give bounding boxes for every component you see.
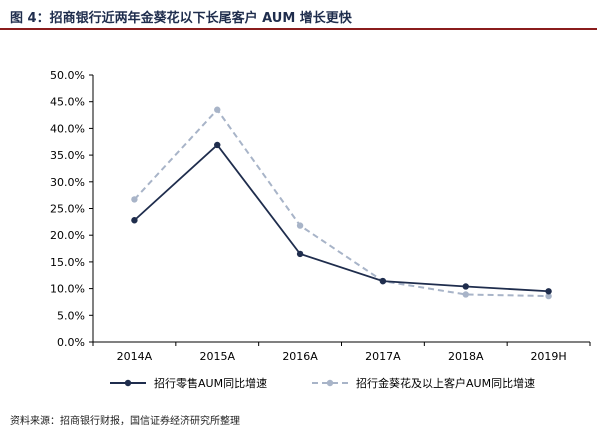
- x-tick-label: 2018A: [448, 350, 484, 363]
- series-layer: [131, 106, 552, 300]
- legend-marker-0: [124, 379, 132, 387]
- title-divider: [0, 28, 597, 30]
- legend: 招行零售AUM同比增速 招行金葵花及以上客户AUM同比增速: [110, 376, 535, 390]
- series-line-0: [133, 143, 549, 293]
- x-tick-label: 2017A: [365, 350, 401, 363]
- y-tick-label: 10.0%: [50, 283, 85, 296]
- line-chart: 0.0% 5.0% 10.0% 15.0% 20.0% 25.0% 30.0% 35.0% 40…: [50, 69, 591, 390]
- legend-label-0: 招行零售AUM同比增速: [154, 376, 267, 390]
- x-axis: 2014A 2015A 2016A 2017A 2018A 2019H: [92, 341, 591, 363]
- series-0-point-2: [296, 250, 304, 258]
- series-0-point-4: [462, 283, 469, 290]
- y-tick-label: 20.0%: [50, 229, 85, 242]
- series-1-point-2: [296, 222, 304, 229]
- y-tick-label: 40.0%: [50, 122, 85, 135]
- series-0-point-5: [545, 288, 552, 295]
- x-tick-label: 2016A: [282, 350, 318, 363]
- x-tick-label: 2015A: [199, 350, 235, 363]
- y-tick-label: 15.0%: [50, 256, 85, 269]
- y-tick-label: 5.0%: [57, 309, 85, 322]
- series-1-point-1: [214, 106, 221, 113]
- series-1-point-0: [131, 196, 138, 203]
- y-tick-label: 30.0%: [50, 176, 85, 189]
- x-tick-label: 2019H: [530, 350, 566, 363]
- figure-title: 图 4：招商银行近两年金葵花以下长尾客户 AUM 增长更快: [10, 11, 352, 26]
- series-1-point-4: [462, 291, 469, 298]
- y-axis: 0.0% 5.0% 10.0% 15.0% 20.0% 25.0% 30.0% 35.0% 40…: [50, 69, 94, 349]
- y-tick-label: 50.0%: [50, 69, 85, 82]
- series-0-point-3: [379, 277, 387, 285]
- legend-label-1: 招行金葵花及以上客户AUM同比增速: [356, 376, 535, 390]
- y-tick-label: 0.0%: [57, 336, 85, 349]
- y-tick-label: 35.0%: [50, 149, 85, 162]
- figure-header: 图 4：招商银行近两年金葵花以下长尾客户 AUM 增长更快: [0, 0, 597, 30]
- series-1-point-5: [545, 292, 552, 300]
- x-tick-label: 2014A: [117, 350, 153, 363]
- series-0-point-0: [131, 217, 138, 224]
- figure-source: 资料来源：招商银行财报，国信证券经济研究所整理: [10, 416, 240, 427]
- legend-marker-1: [326, 379, 334, 387]
- y-tick-label: 45.0%: [50, 96, 85, 109]
- y-tick-label: 25.0%: [50, 203, 85, 216]
- series-line-1: [133, 108, 549, 298]
- series-0-point-1: [214, 141, 221, 149]
